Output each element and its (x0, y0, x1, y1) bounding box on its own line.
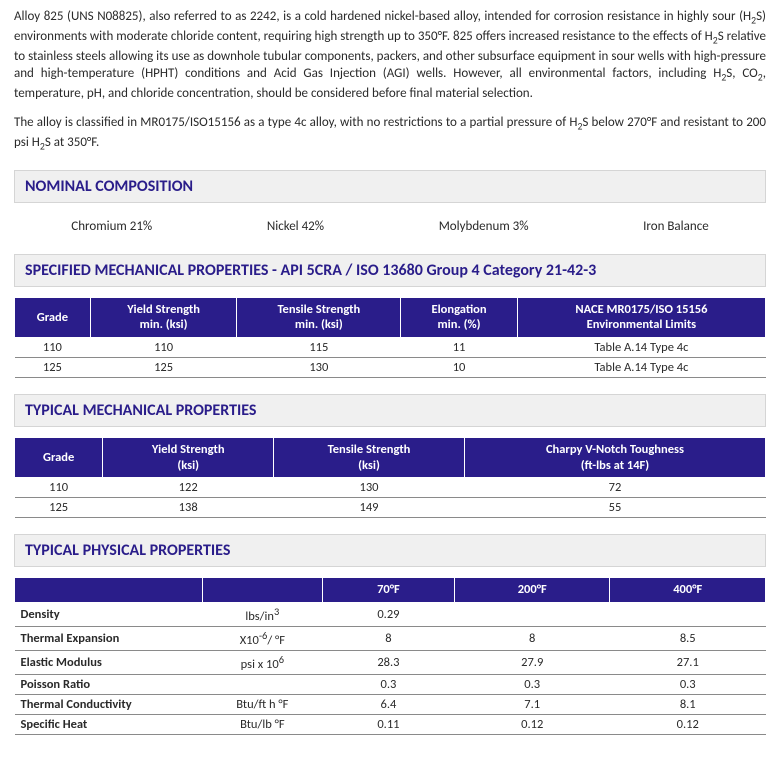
cell-charpy: 72 (464, 478, 765, 498)
cell-property-name: Density (15, 602, 203, 626)
cell-400f: 0.3 (610, 675, 766, 695)
cell-grade: 110 (15, 478, 103, 498)
specified-mechanical-table: Grade Yield Strengthmin. (ksi) Tensile S… (14, 297, 766, 378)
cell-unit: lbs/in3 (202, 602, 322, 626)
table-row: Thermal Conductivity Btu/ft h °F 6.4 7.1… (15, 695, 766, 715)
cell-70f: 0.29 (322, 602, 454, 626)
cell-grade: 110 (15, 338, 91, 358)
col-property (15, 578, 203, 603)
cell-70f: 0.3 (322, 675, 454, 695)
cell-grade: 125 (15, 498, 103, 518)
cell-70f: 8 (322, 627, 454, 651)
cell-200f: 0.3 (454, 675, 610, 695)
cell-unit (202, 675, 322, 695)
cell-property-name: Poisson Ratio (15, 675, 203, 695)
typical-phys-body: Density lbs/in3 0.29 Thermal Expansion X… (15, 602, 766, 734)
table-header-row: 70°F 200°F 400°F (15, 578, 766, 603)
cell-elongation: 11 (401, 338, 518, 358)
cell-200f: 0.12 (454, 715, 610, 735)
table-row: Elastic Modulus psi x 106 28.3 27.9 27.1 (15, 651, 766, 675)
cell-elongation: 10 (401, 358, 518, 378)
cell-tensile: 130 (274, 478, 465, 498)
typical-mech-body: 110 122 130 72 125 138 149 55 (15, 478, 766, 518)
cell-tensile: 115 (237, 338, 401, 358)
section-title-specified-mech: SPECIFIED MECHANICAL PROPERTIES - API 5C… (14, 254, 766, 287)
cell-200f: 8 (454, 627, 610, 651)
col-grade: Grade (15, 438, 103, 478)
cell-nace: Table A.14 Type 4c (517, 358, 765, 378)
cell-property-name: Specific Heat (15, 715, 203, 735)
specified-mech-body: 110 110 115 11 Table A.14 Type 4c 125 12… (15, 338, 766, 378)
cell-yield: 138 (103, 498, 274, 518)
table-row: Specific Heat Btu/lb °F 0.11 0.12 0.12 (15, 715, 766, 735)
composition-row: Chromium 21% Nickel 42% Molybdenum 3% Ir… (14, 213, 766, 238)
cell-400f: 8.1 (610, 695, 766, 715)
col-charpy: Charpy V-Notch Toughness(ft-lbs at 14F) (464, 438, 765, 478)
cell-unit: Btu/ft h °F (202, 695, 322, 715)
cell-400f: 8.5 (610, 627, 766, 651)
col-yield: Yield Strength(ksi) (103, 438, 274, 478)
cell-property-name: Thermal Conductivity (15, 695, 203, 715)
cell-property-name: Elastic Modulus (15, 651, 203, 675)
cell-charpy: 55 (464, 498, 765, 518)
cell-70f: 0.11 (322, 715, 454, 735)
cell-yield: 122 (103, 478, 274, 498)
cell-grade: 125 (15, 358, 91, 378)
intro-paragraph-2: The alloy is classified in MR0175/ISO151… (14, 114, 766, 154)
table-header-row: Grade Yield Strength(ksi) Tensile Streng… (15, 438, 766, 478)
col-70f: 70°F (322, 578, 454, 603)
cell-property-name: Thermal Expansion (15, 627, 203, 651)
typical-mechanical-table: Grade Yield Strength(ksi) Tensile Streng… (14, 437, 766, 518)
cell-unit: Btu/lb °F (202, 715, 322, 735)
cell-70f: 28.3 (322, 651, 454, 675)
col-400f: 400°F (610, 578, 766, 603)
table-row: 125 125 130 10 Table A.14 Type 4c (15, 358, 766, 378)
col-grade: Grade (15, 297, 91, 337)
typical-physical-table: 70°F 200°F 400°F Density lbs/in3 0.29 Th… (14, 577, 766, 735)
cell-nace: Table A.14 Type 4c (517, 338, 765, 358)
composition-item: Nickel 42% (267, 219, 324, 234)
col-elongation: Elongationmin. (%) (401, 297, 518, 337)
section-title-typical-mech: TYPICAL MECHANICAL PROPERTIES (14, 394, 766, 427)
table-row: 110 122 130 72 (15, 478, 766, 498)
col-unit (202, 578, 322, 603)
cell-400f: 27.1 (610, 651, 766, 675)
table-row: 125 138 149 55 (15, 498, 766, 518)
cell-tensile: 149 (274, 498, 465, 518)
composition-item: Chromium 21% (71, 219, 152, 234)
col-200f: 200°F (454, 578, 610, 603)
composition-item: Molybdenum 3% (439, 219, 529, 234)
cell-yield: 110 (90, 338, 237, 358)
table-row: Density lbs/in3 0.29 (15, 602, 766, 626)
cell-400f (610, 602, 766, 626)
table-row: Thermal Expansion X10-6/ °F 8 8 8.5 (15, 627, 766, 651)
col-yield: Yield Strengthmin. (ksi) (90, 297, 237, 337)
col-tensile: Tensile Strengthmin. (ksi) (237, 297, 401, 337)
section-title-composition: NOMINAL COMPOSITION (14, 170, 766, 203)
composition-item: Iron Balance (643, 219, 709, 234)
cell-tensile: 130 (237, 358, 401, 378)
cell-unit: X10-6/ °F (202, 627, 322, 651)
col-tensile: Tensile Strength(ksi) (274, 438, 465, 478)
cell-200f: 27.9 (454, 651, 610, 675)
cell-200f (454, 602, 610, 626)
cell-unit: psi x 106 (202, 651, 322, 675)
cell-200f: 7.1 (454, 695, 610, 715)
cell-yield: 125 (90, 358, 237, 378)
intro-text: Alloy 825 (UNS N08825), also referred to… (14, 8, 766, 154)
table-header-row: Grade Yield Strengthmin. (ksi) Tensile S… (15, 297, 766, 337)
intro-paragraph-1: Alloy 825 (UNS N08825), also referred to… (14, 8, 766, 102)
table-row: Poisson Ratio 0.3 0.3 0.3 (15, 675, 766, 695)
table-row: 110 110 115 11 Table A.14 Type 4c (15, 338, 766, 358)
section-title-typical-phys: TYPICAL PHYSICAL PROPERTIES (14, 534, 766, 567)
cell-70f: 6.4 (322, 695, 454, 715)
col-nace: NACE MR0175/ISO 15156Environmental Limit… (517, 297, 765, 337)
cell-400f: 0.12 (610, 715, 766, 735)
